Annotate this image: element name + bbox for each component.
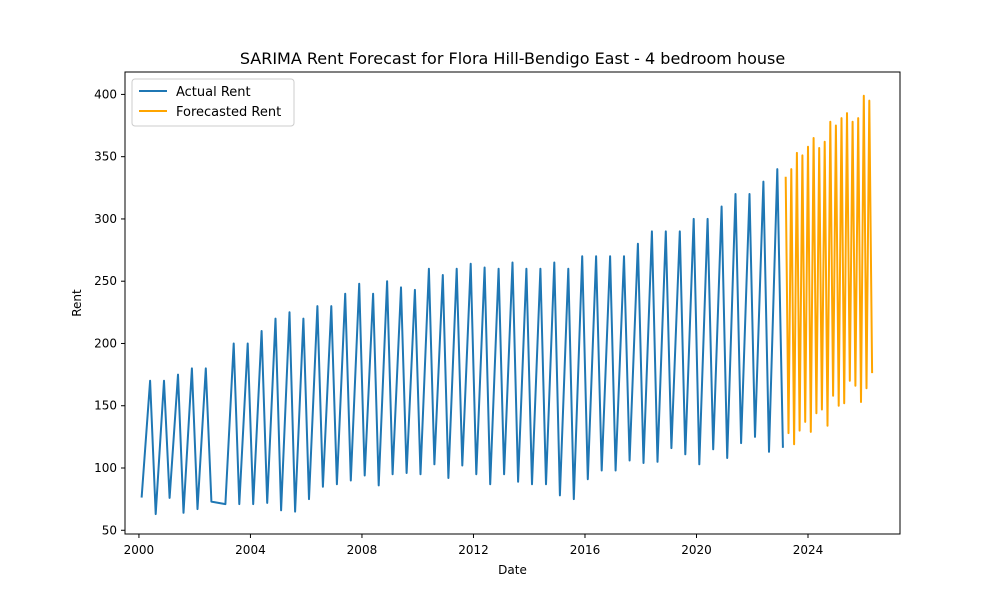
legend-box	[131, 78, 295, 127]
legend-label-actual: Actual Rent	[176, 85, 251, 100]
y-tick-label: 200	[94, 336, 117, 350]
x-tick-label: 2020	[681, 543, 712, 557]
y-tick-label: 100	[94, 461, 117, 475]
series-line-forecast	[784, 94, 874, 446]
y-tick-label: 250	[94, 274, 117, 288]
x-tick-label: 2024	[793, 543, 824, 557]
y-axis-label: Rent	[70, 289, 84, 317]
x-tick-label: 2016	[570, 543, 601, 557]
plot-frame	[124, 71, 901, 535]
x-tick-label: 2000	[124, 543, 155, 557]
y-tick-label: 400	[94, 87, 117, 101]
y-tick-label: 350	[94, 150, 117, 164]
y-axis: 50 100 150 200 250 300 350 400	[94, 87, 125, 537]
series-layer	[140, 94, 874, 516]
x-axis-label: Date	[498, 563, 527, 577]
x-axis: 2000 2004 2008 2012 2016 2020 2024	[124, 534, 824, 557]
x-tick-label: 2004	[235, 543, 266, 557]
x-tick-label: 2008	[347, 543, 378, 557]
legend: Actual Rent Forecasted Rent	[131, 78, 295, 127]
legend-label-forecast: Forecasted Rent	[176, 105, 281, 120]
chart-title: SARIMA Rent Forecast for Flora Hill-Bend…	[240, 49, 785, 68]
y-tick-label: 50	[102, 523, 117, 537]
series-line-actual	[140, 168, 784, 516]
y-tick-label: 300	[94, 212, 117, 226]
x-tick-label: 2012	[458, 543, 489, 557]
y-tick-label: 150	[94, 399, 117, 413]
